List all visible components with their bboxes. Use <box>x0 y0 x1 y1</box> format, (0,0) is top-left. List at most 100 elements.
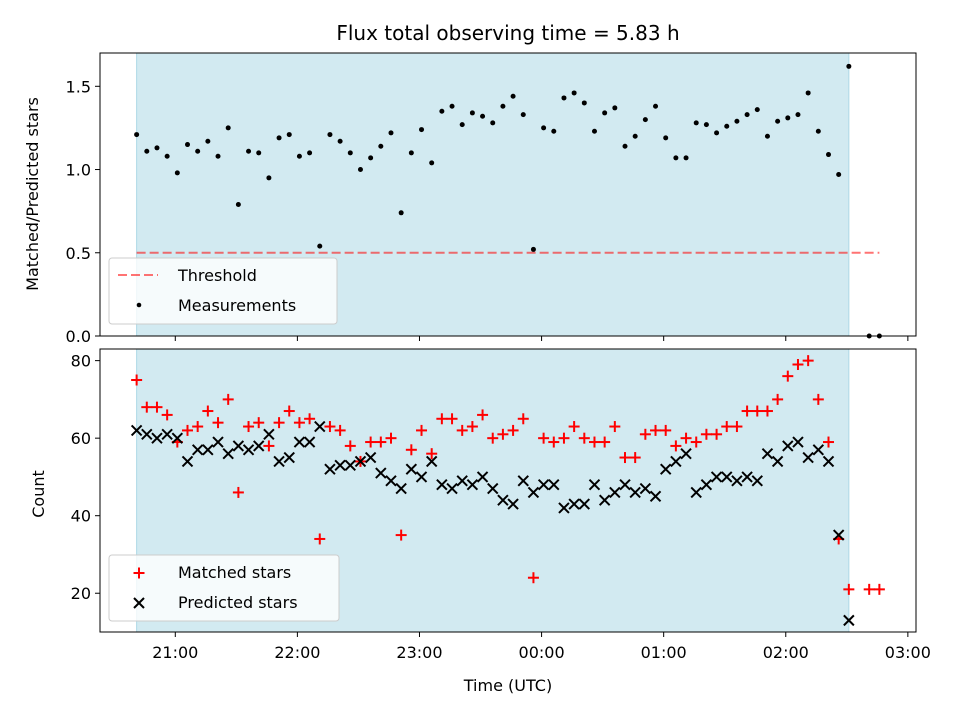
x-stroke <box>375 467 387 479</box>
predicted-star-point <box>273 455 285 468</box>
predicted-star-point <box>578 498 591 510</box>
matched-star-point <box>263 440 275 452</box>
predicted-star-point <box>649 490 662 503</box>
x-stroke <box>782 440 794 452</box>
predicted-star-point <box>141 428 153 440</box>
x-stroke <box>344 459 357 472</box>
matched-star-point <box>670 440 682 452</box>
predicted-star-point <box>202 444 214 456</box>
predicted-star-point <box>385 475 397 487</box>
measurement-point <box>195 148 201 154</box>
x-stroke <box>314 420 326 433</box>
measurement-point <box>459 122 465 128</box>
predicted-star-point <box>670 455 682 468</box>
x-stroke <box>761 447 774 460</box>
predicted-star-point <box>751 475 763 487</box>
x-stroke <box>436 478 448 491</box>
x-stroke <box>537 478 550 491</box>
x-stroke <box>731 475 743 487</box>
measurement-point <box>134 132 140 138</box>
predicted-star-point <box>395 482 407 495</box>
measurement-point <box>215 153 221 159</box>
x-stroke <box>588 478 601 491</box>
predicted-star-point <box>456 475 468 487</box>
matched-star-point <box>405 444 417 456</box>
predicted-star-point <box>212 436 224 448</box>
measurement-point <box>571 90 577 96</box>
x-stroke <box>354 455 367 468</box>
measurement-point <box>541 125 547 131</box>
matched-star-point <box>772 393 784 405</box>
x-stroke <box>425 455 438 468</box>
matched-star-point <box>639 428 651 440</box>
matched-star-point <box>304 413 316 425</box>
predicted-star-point <box>334 459 346 472</box>
x-stroke <box>598 494 611 506</box>
measurement-point <box>307 150 313 156</box>
matched-star-point <box>812 393 824 405</box>
matched-star-point <box>568 421 580 433</box>
x-stroke <box>843 614 855 627</box>
matched-star-point <box>873 583 885 595</box>
measurement-point <box>439 108 445 114</box>
x-stroke <box>303 436 316 448</box>
predicted-star-point <box>242 444 255 456</box>
x-stroke <box>710 471 723 483</box>
measurement-point <box>551 128 557 134</box>
legend-plus-marker <box>133 567 145 579</box>
x-stroke <box>578 498 591 510</box>
predicted-star-points <box>130 420 855 627</box>
measurement-point <box>724 123 730 129</box>
top-y-ticks: 0.0 0.5 1.0 1.5 <box>66 77 100 346</box>
matched-star-point <box>487 432 499 444</box>
predicted-star-point <box>802 451 814 464</box>
predicted-star-point <box>283 451 295 464</box>
x-stroke <box>670 455 682 468</box>
predicted-star-point <box>324 463 336 475</box>
predicted-star-point <box>771 455 784 468</box>
measurement-point <box>693 120 699 126</box>
predicted-star-point <box>822 455 835 468</box>
matched-star-point <box>548 436 560 448</box>
measurement-point <box>602 110 608 116</box>
x-stroke <box>822 455 835 468</box>
measurement-point <box>520 112 526 118</box>
measurement-point <box>368 155 374 161</box>
x-tick-label: 01:00 <box>641 643 687 662</box>
x-stroke <box>629 486 641 499</box>
matched-star-point <box>558 432 570 444</box>
predicted-star-point <box>303 436 316 448</box>
matched-star-point <box>822 436 834 448</box>
predicted-star-point <box>721 471 733 483</box>
measurement-point <box>683 155 689 161</box>
measurement-point <box>622 143 628 149</box>
matched-star-point <box>507 424 519 436</box>
predicted-star-point <box>436 478 448 491</box>
matched-star-point <box>650 424 662 436</box>
measurement-point <box>225 125 231 131</box>
predicted-star-point <box>568 498 580 510</box>
bottom-y-ticks: 20 40 60 80 <box>71 352 100 603</box>
y-tick-label: 0.0 <box>66 327 91 346</box>
measurement-point <box>429 160 435 166</box>
matched-star-point <box>477 409 489 421</box>
matched-star-point <box>578 432 590 444</box>
y-tick-label: 40 <box>71 507 91 526</box>
matched-star-point <box>466 421 478 433</box>
measurement-point <box>246 148 252 154</box>
matched-star-point <box>863 583 875 595</box>
x-tick-label: 02:00 <box>763 643 809 662</box>
matched-star-point <box>527 572 539 584</box>
x-stroke <box>690 486 702 499</box>
measurement-point <box>449 103 455 109</box>
measurement-point <box>754 107 760 113</box>
matched-star-point <box>131 374 143 386</box>
predicted-star-point <box>130 424 143 437</box>
predicted-star-point <box>609 486 621 499</box>
measurement-point <box>174 170 180 176</box>
measurement-point <box>144 148 150 154</box>
matched-star-point <box>293 417 305 429</box>
predicted-star-point <box>517 475 529 487</box>
predicted-star-point <box>415 471 428 483</box>
measurement-point <box>805 90 811 96</box>
